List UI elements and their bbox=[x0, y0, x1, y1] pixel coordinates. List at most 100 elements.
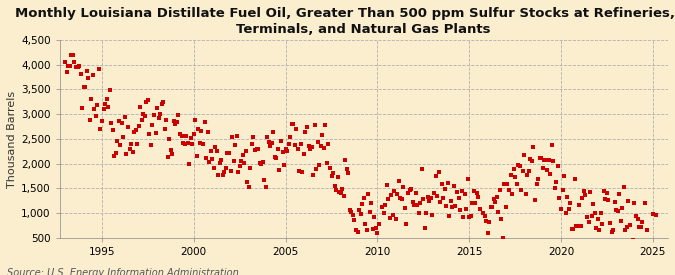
Point bbox=[551, 180, 562, 184]
Point bbox=[418, 197, 429, 201]
Point bbox=[90, 113, 101, 118]
Point bbox=[194, 141, 205, 145]
Point bbox=[588, 202, 599, 206]
Point bbox=[389, 189, 400, 193]
Point bbox=[482, 231, 493, 235]
Point bbox=[361, 227, 372, 232]
Point bbox=[491, 195, 502, 199]
Point bbox=[333, 190, 344, 194]
Point bbox=[436, 182, 447, 187]
Point bbox=[390, 217, 401, 221]
Point bbox=[504, 188, 514, 192]
Point bbox=[338, 194, 349, 199]
Point bbox=[216, 158, 227, 162]
Point bbox=[553, 164, 564, 168]
Point bbox=[402, 191, 413, 195]
Point bbox=[332, 174, 343, 179]
Point bbox=[233, 169, 244, 174]
Point bbox=[230, 142, 240, 147]
Point bbox=[651, 213, 661, 218]
Point bbox=[366, 201, 377, 206]
Point bbox=[395, 196, 406, 200]
Point bbox=[470, 200, 481, 205]
Point bbox=[478, 211, 489, 215]
Point bbox=[614, 192, 624, 196]
Point bbox=[84, 117, 95, 122]
Point bbox=[468, 188, 479, 193]
Point bbox=[415, 200, 426, 205]
Point bbox=[252, 147, 263, 151]
Point bbox=[281, 149, 292, 154]
Point bbox=[344, 208, 355, 212]
Point bbox=[342, 167, 352, 172]
Point bbox=[292, 146, 303, 151]
Point bbox=[238, 153, 248, 157]
Point bbox=[570, 177, 580, 181]
Point bbox=[94, 67, 105, 71]
Point bbox=[274, 167, 285, 172]
Point bbox=[303, 144, 314, 148]
Point bbox=[148, 113, 159, 117]
Point bbox=[331, 188, 342, 192]
Point bbox=[533, 177, 543, 182]
Point bbox=[522, 172, 533, 177]
Point bbox=[279, 163, 290, 167]
Point bbox=[286, 122, 297, 127]
Point bbox=[329, 183, 340, 188]
Point bbox=[632, 216, 643, 221]
Point bbox=[510, 175, 520, 179]
Point bbox=[623, 199, 634, 204]
Point bbox=[227, 134, 238, 139]
Point bbox=[284, 142, 294, 147]
Point bbox=[115, 143, 126, 147]
Point bbox=[337, 187, 348, 192]
Point bbox=[205, 149, 216, 153]
Point bbox=[547, 142, 558, 147]
Point bbox=[386, 193, 397, 198]
Point bbox=[384, 215, 395, 220]
Point bbox=[113, 119, 124, 124]
Point bbox=[314, 163, 325, 167]
Point bbox=[210, 145, 221, 149]
Point bbox=[254, 161, 265, 165]
Point bbox=[323, 141, 334, 146]
Point bbox=[246, 142, 257, 146]
Point bbox=[275, 139, 286, 143]
Point bbox=[150, 131, 161, 135]
Point bbox=[89, 107, 100, 111]
Point bbox=[647, 212, 658, 216]
Point bbox=[106, 121, 117, 125]
Point bbox=[81, 69, 92, 73]
Point bbox=[369, 215, 380, 220]
Point bbox=[617, 206, 628, 210]
Point bbox=[193, 127, 204, 131]
Point bbox=[72, 65, 83, 69]
Point bbox=[161, 118, 171, 123]
Point bbox=[327, 170, 338, 175]
Point bbox=[378, 211, 389, 215]
Point bbox=[219, 170, 230, 175]
Point bbox=[192, 154, 202, 159]
Point bbox=[288, 122, 298, 127]
Point bbox=[155, 112, 165, 117]
Point bbox=[622, 225, 632, 230]
Point bbox=[225, 169, 236, 173]
Point bbox=[630, 214, 641, 218]
Point bbox=[643, 238, 653, 243]
Point bbox=[496, 217, 507, 221]
Point bbox=[309, 123, 320, 127]
Point bbox=[277, 149, 288, 154]
Point bbox=[111, 150, 122, 155]
Point bbox=[585, 190, 595, 194]
Point bbox=[371, 226, 381, 230]
Point bbox=[109, 154, 119, 158]
Point bbox=[92, 103, 103, 108]
Point bbox=[637, 219, 647, 224]
Point bbox=[448, 184, 459, 188]
Point bbox=[635, 225, 646, 229]
Point bbox=[77, 106, 88, 110]
Point bbox=[317, 133, 328, 137]
Point bbox=[444, 214, 455, 218]
Point bbox=[175, 132, 186, 137]
Point bbox=[563, 207, 574, 211]
